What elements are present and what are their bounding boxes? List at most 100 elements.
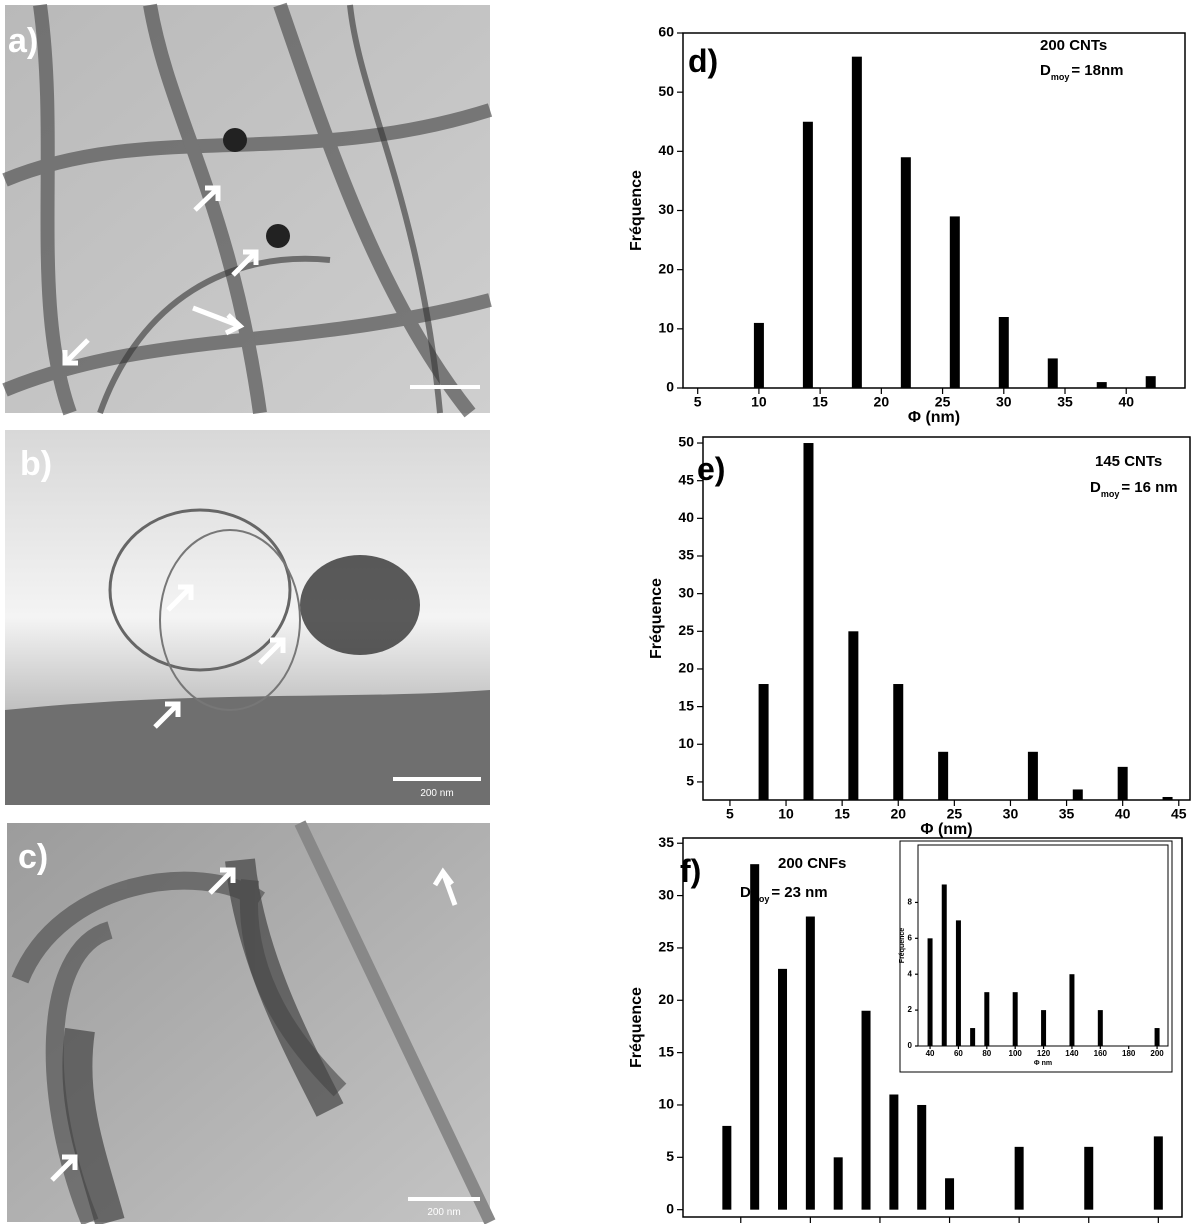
x-tick-label: 40: [926, 1049, 935, 1058]
x-tick-label: 160: [1094, 1049, 1108, 1058]
x-axis-label: Φ nm: [1034, 1060, 1052, 1067]
y-tick-label: 30: [678, 584, 694, 600]
bar: [889, 1094, 899, 1210]
count-label: 200 CNTs: [1040, 37, 1107, 54]
bar: [893, 684, 904, 800]
bar: [750, 864, 760, 1210]
y-tick-label: 0: [908, 1041, 913, 1050]
y-tick-label: 10: [658, 1096, 674, 1112]
x-tick-label: 10: [751, 394, 767, 410]
y-tick-label: 0: [666, 1200, 674, 1216]
y-axis-label: Fréquence: [899, 928, 906, 964]
y-tick-label: 15: [678, 697, 694, 713]
bar: [945, 1178, 955, 1210]
bar: [998, 317, 1009, 388]
bar: [984, 992, 990, 1046]
bar: [1012, 992, 1018, 1046]
y-tick-label: 4: [908, 969, 913, 978]
y-tick-label: 20: [658, 991, 674, 1007]
y-tick-label: 40: [658, 142, 674, 158]
x-tick-label: 180: [1122, 1049, 1136, 1058]
scale-label: 200 nm: [427, 1207, 460, 1218]
bar: [938, 751, 949, 800]
bar: [851, 56, 862, 389]
plot-frame: [682, 837, 1183, 1218]
scale-label: 200 nm: [420, 788, 453, 799]
x-tick-label: 35: [1057, 394, 1073, 410]
y-tick-label: 6: [908, 933, 913, 942]
bar: [1069, 974, 1075, 1046]
x-tick-label: 25: [947, 806, 963, 822]
bar: [955, 920, 961, 1046]
panel-label: f): [680, 853, 701, 889]
y-tick-label: 0: [666, 379, 674, 395]
chart: 5 10 15 20 25 30 35 40 45 50 5 10 15 20 25 30 35 40 45 Φ (n…: [648, 434, 1191, 838]
bar: [1153, 1136, 1163, 1210]
image-label: c): [18, 838, 48, 876]
y-tick-label: 2: [908, 1005, 913, 1014]
bar: [917, 1104, 927, 1210]
chart: 0 2 4 6 8 40 60 80 100 120 140 160 180 200 Φ nm Fréquen…: [899, 840, 1173, 1073]
stat-value: = 16 nm: [1121, 479, 1177, 496]
x-tick-label: 10: [778, 806, 794, 822]
x-tick-label: 120: [1037, 1049, 1051, 1058]
x-tick-label: 45: [1171, 806, 1187, 822]
image-label: b): [20, 445, 52, 483]
count-label: 145 CNTs: [1095, 453, 1162, 470]
panel-label: e): [697, 451, 725, 487]
bar: [1162, 796, 1173, 800]
bar: [1084, 1146, 1094, 1210]
stat-subscript: moy: [1051, 72, 1070, 82]
x-axis-label: Φ (nm): [908, 409, 960, 426]
x-tick-label: 30: [1003, 806, 1019, 822]
bar: [1027, 751, 1038, 800]
bar: [1096, 382, 1107, 388]
bar: [778, 968, 788, 1210]
bar: [803, 443, 814, 800]
bar: [1145, 376, 1156, 388]
chart: 0 10 20 30 40 50 60 5 10 15 20 25 30 35 40 Φ (nm) Fréque…: [628, 24, 1186, 426]
x-tick-label: 40: [1118, 394, 1134, 410]
y-tick-label: 60: [658, 24, 674, 40]
x-tick-label: 15: [834, 806, 850, 822]
x-tick-label: 5: [694, 394, 702, 410]
y-tick-label: 5: [686, 773, 694, 789]
stat-symbol: D: [1040, 62, 1051, 79]
y-tick-label: 25: [678, 622, 694, 638]
stat-label: Dmoy = 18nm: [1040, 62, 1123, 82]
bar: [1041, 1010, 1047, 1046]
x-tick-label: 35: [1059, 806, 1075, 822]
x-tick-label: 140: [1065, 1049, 1079, 1058]
bar: [758, 684, 769, 800]
stat-symbol: D: [740, 884, 751, 901]
y-tick-label: 10: [658, 320, 674, 336]
y-tick-label: 35: [658, 834, 674, 850]
image-label: a): [8, 22, 38, 60]
bar: [833, 1157, 843, 1210]
y-tick-label: 10: [678, 735, 694, 751]
bar: [861, 1010, 871, 1210]
y-tick-label: 15: [658, 1043, 674, 1059]
bar: [1097, 1010, 1103, 1046]
y-tick-label: 45: [678, 471, 694, 487]
bar: [927, 938, 933, 1046]
bar: [1117, 766, 1128, 800]
bar: [1072, 789, 1083, 800]
y-tick-label: 20: [658, 260, 674, 276]
x-tick-label: 80: [982, 1049, 991, 1058]
x-tick-label: 30: [996, 394, 1012, 410]
y-tick-label: 50: [678, 434, 694, 450]
panel-label: d): [688, 43, 718, 79]
y-axis-label: Fréquence: [648, 578, 665, 659]
y-tick-label: 30: [658, 201, 674, 217]
bar: [970, 1028, 976, 1046]
y-tick-label: 8: [908, 898, 913, 907]
x-tick-label: 25: [935, 394, 951, 410]
y-tick-label: 50: [658, 83, 674, 99]
stat-subscript: moy: [751, 894, 770, 904]
stat-label: Dmoy = 16 nm: [1090, 479, 1178, 499]
bar: [949, 216, 960, 388]
x-tick-label: 20: [874, 394, 890, 410]
bar: [802, 121, 813, 388]
inset-background: [899, 840, 1173, 1073]
